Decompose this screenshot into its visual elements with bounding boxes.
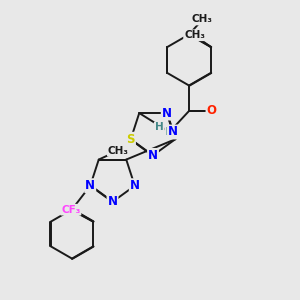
Text: H: H: [165, 127, 174, 137]
Text: O: O: [206, 104, 217, 118]
Text: S: S: [127, 133, 135, 146]
Text: N: N: [167, 125, 178, 139]
Text: CH₃: CH₃: [192, 14, 213, 25]
Text: N: N: [85, 179, 95, 192]
Text: CH₃: CH₃: [108, 146, 129, 156]
Text: N: N: [162, 106, 172, 120]
Text: N: N: [130, 179, 140, 192]
Text: H: H: [154, 122, 164, 133]
Text: CH₃: CH₃: [184, 30, 205, 40]
Text: CF₃: CF₃: [61, 205, 80, 215]
Text: N: N: [148, 149, 158, 162]
Text: N: N: [107, 195, 118, 208]
